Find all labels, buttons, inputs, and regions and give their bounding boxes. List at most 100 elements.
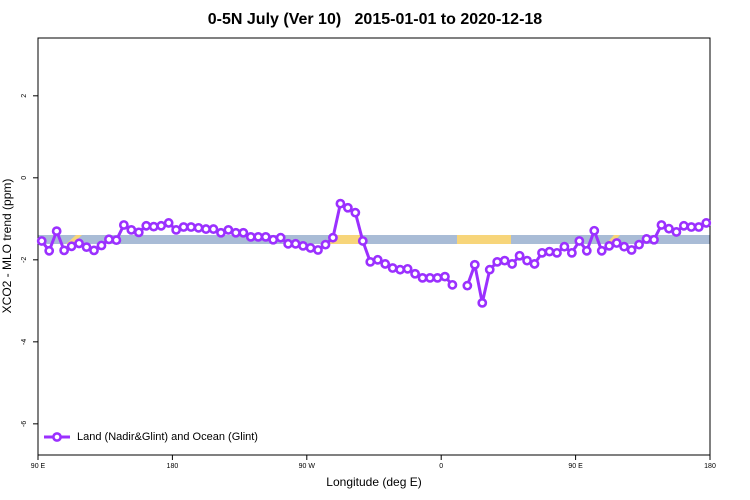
data-point [268,234,279,245]
data-point [51,226,62,237]
x-tick-label: 0 [439,463,443,470]
data-point [611,238,622,248]
data-point [380,259,391,269]
data-point [216,227,226,238]
data-point [559,241,570,252]
data-point [492,256,503,267]
data-point [201,224,211,234]
data-point [260,231,271,242]
data-point [66,241,77,252]
data-point [133,227,144,238]
data-point [462,280,473,291]
y-axis-label: XCO2 - MLO trend (ppm) [0,179,14,314]
x-tick-label: 90 E [568,463,583,470]
data-point [649,234,659,245]
legend-marker [52,432,62,442]
data-point [357,236,368,246]
data-point [275,232,286,243]
land-band [330,235,362,244]
x-tick-label: 90 W [299,463,316,470]
data-point [126,224,137,235]
data-point [208,224,219,234]
data-point [335,198,346,209]
data-point [447,279,458,290]
data-point [574,236,585,246]
plot-frame [37,37,711,456]
data-point [678,220,689,231]
data-point [118,220,129,230]
data-point [469,259,480,270]
data-point [514,250,525,261]
data-point [634,239,644,250]
x-tick-label: 90 E [31,463,46,470]
data-point [342,202,353,213]
data-point [223,224,234,235]
data-point [477,297,488,308]
data-point [365,256,376,267]
data-point [395,264,406,275]
data-point [410,268,420,279]
y-tick-label: 2 [21,94,28,98]
data-point [238,227,249,238]
x-tick-label: 180 [167,463,179,470]
data-point [171,224,182,235]
data-point [626,245,637,255]
data-point [656,220,667,230]
data-point [305,243,316,253]
y-tick-label: -2 [21,257,28,263]
data-point [44,245,55,256]
data-point [230,227,241,238]
data-point [89,245,99,256]
data-point [81,242,92,253]
data-point [552,247,562,258]
data-point [417,272,428,283]
data-point [111,235,122,246]
data-point [156,220,167,231]
data-point [440,271,450,282]
data-point [641,234,652,244]
data-point [320,239,331,250]
data-point [141,220,152,231]
data-point [701,218,712,228]
data-point [432,272,443,283]
data-point [313,245,323,255]
data-point [290,238,301,249]
x-axis-label: Longitude (deg E) [326,475,421,489]
data-point [425,272,435,283]
data-point [537,247,547,258]
data-point [544,246,555,257]
data-point [104,234,114,245]
land-band [457,235,511,244]
data-point [193,222,204,233]
legend-label: Land (Nadir&Glint) and Ocean (Glint) [77,431,258,443]
data-point [328,232,338,243]
data-point [372,254,383,265]
data-point [693,222,704,232]
y-tick-label: -6 [21,421,28,427]
data-point [499,255,510,266]
data-point [596,245,607,256]
chart-title: 0-5N July (Ver 10) 2015-01-01 to 2020-12… [208,11,543,28]
data-point [163,218,174,228]
data-point [350,207,361,218]
data-point [529,259,540,269]
data-point [604,240,615,251]
data-point [566,247,577,258]
data-point [96,240,107,251]
data-point [148,221,159,232]
data-point [686,222,697,232]
data-point [581,245,592,256]
data-point [507,259,518,269]
data-point [671,227,682,237]
y-tick-label: 0 [21,176,28,180]
data-point [74,238,84,249]
data-point [619,241,630,252]
data-point [178,222,189,232]
data-point [298,240,308,251]
y-tick-label: -4 [21,339,28,345]
data-point [253,231,264,242]
data-point [664,223,674,234]
data-point [283,238,294,249]
data-point [522,255,532,266]
